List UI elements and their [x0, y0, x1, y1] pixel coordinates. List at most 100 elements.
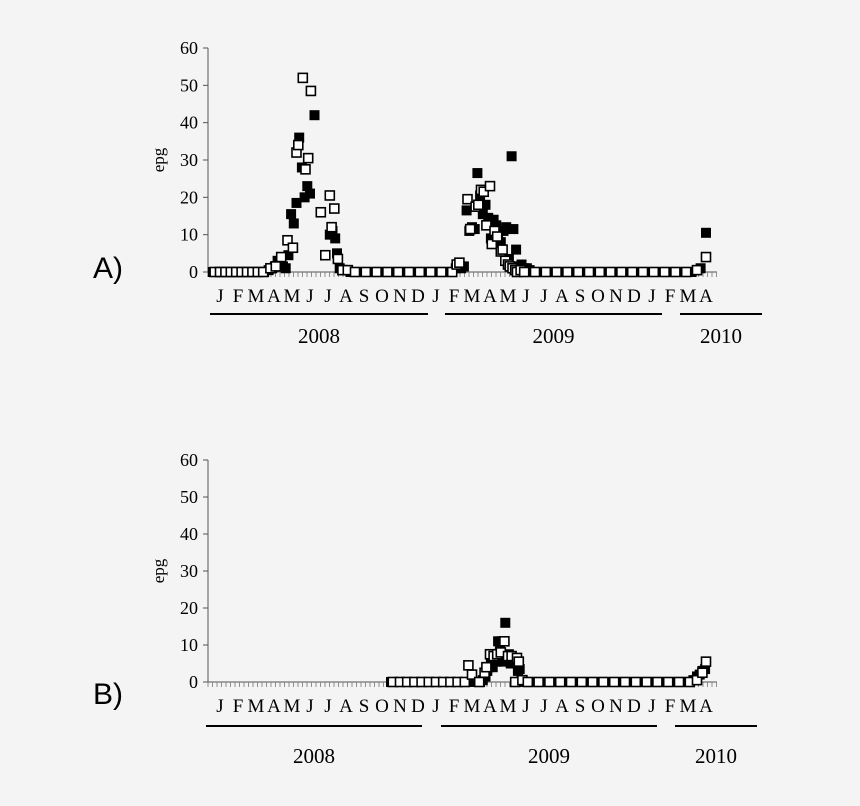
- month-label: F: [665, 696, 676, 717]
- data-point-open: [326, 221, 337, 233]
- month-label: S: [575, 696, 586, 717]
- month-label: D: [627, 286, 641, 307]
- data-point-open: [673, 676, 685, 688]
- y-tick-label: 20: [180, 187, 198, 207]
- data-point-open: [459, 676, 471, 688]
- year-label: 2008: [298, 324, 340, 348]
- month-label: A: [699, 696, 713, 717]
- data-point-open: [680, 266, 692, 278]
- y-tick-label: 10: [180, 635, 198, 655]
- data-point-open: [691, 264, 703, 276]
- data-point-open: [616, 266, 627, 278]
- data-point-open: [641, 676, 652, 688]
- month-label: M: [284, 696, 301, 717]
- data-point-open: [463, 660, 474, 671]
- data-point-open: [462, 193, 473, 205]
- month-label: O: [375, 696, 389, 717]
- data-point-open: [691, 674, 703, 686]
- data-point-open: [565, 676, 577, 688]
- data-point-open: [275, 251, 287, 263]
- month-label: S: [359, 286, 370, 307]
- data-point-open: [626, 266, 638, 278]
- data-point-open: [522, 676, 534, 688]
- data-point-open: [300, 164, 311, 175]
- month-label: J: [522, 286, 529, 307]
- month-label: A: [699, 286, 713, 307]
- data-point-open: [382, 266, 393, 278]
- month-label: J: [324, 696, 331, 717]
- month-label: F: [449, 286, 460, 307]
- y-tick-label: 60: [180, 38, 198, 58]
- month-label: M: [680, 696, 697, 717]
- data-point-open: [315, 206, 327, 218]
- month-label: M: [680, 286, 697, 307]
- month-label: F: [233, 696, 244, 717]
- data-point-filled: [330, 233, 341, 244]
- month-label: A: [339, 696, 353, 717]
- data-point-open: [583, 266, 595, 278]
- data-point-filled: [472, 168, 483, 179]
- data-point-open: [513, 656, 525, 667]
- month-label: J: [306, 286, 313, 307]
- month-label: O: [375, 286, 389, 307]
- data-point-open: [270, 261, 282, 272]
- data-point-open: [473, 676, 485, 688]
- month-label: J: [540, 696, 547, 717]
- data-point-open: [619, 676, 631, 688]
- month-label: M: [500, 696, 517, 717]
- y-axis-label: epg: [149, 147, 168, 172]
- month-label: J: [324, 286, 331, 307]
- data-point-open: [324, 190, 336, 201]
- data-point-open: [292, 139, 304, 151]
- data-point-open: [518, 266, 530, 278]
- month-label: A: [483, 286, 497, 307]
- data-point-open: [499, 635, 510, 647]
- data-point-open: [598, 676, 609, 688]
- y-tick-label: 40: [180, 113, 198, 133]
- data-point-filled: [511, 244, 522, 255]
- month-label: D: [411, 286, 425, 307]
- month-label: J: [648, 286, 655, 307]
- month-label: A: [555, 696, 569, 717]
- data-point-open: [371, 266, 382, 278]
- month-label: M: [500, 286, 517, 307]
- data-point-open: [360, 266, 372, 278]
- y-tick-label: 20: [180, 598, 198, 618]
- data-point-filled: [291, 197, 302, 208]
- data-point-open: [302, 152, 314, 164]
- data-point-open: [332, 253, 344, 265]
- data-point-open: [630, 676, 642, 688]
- y-axis-label: epg: [149, 558, 168, 583]
- month-label: J: [216, 286, 223, 307]
- data-point-open: [652, 676, 663, 688]
- data-point-open: [472, 199, 484, 211]
- data-point-open: [529, 266, 541, 278]
- data-point-open: [481, 661, 492, 673]
- data-point-open: [587, 676, 598, 688]
- year-label: 2008: [293, 744, 335, 768]
- data-point-open: [481, 220, 492, 231]
- month-label: N: [393, 696, 407, 717]
- data-point-open: [637, 266, 649, 278]
- y-tick-label: 40: [180, 524, 198, 544]
- data-point-open: [454, 257, 465, 268]
- month-label: M: [248, 286, 265, 307]
- data-point-open: [562, 266, 573, 278]
- month-label: F: [665, 286, 676, 307]
- month-label: J: [306, 696, 313, 717]
- month-label: O: [591, 286, 605, 307]
- year-label: 2009: [528, 744, 570, 768]
- y-tick-label: 30: [180, 561, 198, 581]
- y-tick-label: 60: [180, 450, 198, 470]
- data-point-filled: [309, 110, 320, 121]
- data-point-open: [605, 266, 616, 278]
- month-label: M: [248, 696, 265, 717]
- data-point-open: [349, 266, 361, 278]
- data-point-open: [305, 85, 317, 97]
- data-point-open: [491, 231, 503, 242]
- data-point-filled: [288, 218, 299, 229]
- year-label: 2010: [700, 324, 742, 348]
- data-point-open: [551, 266, 562, 278]
- month-label: M: [284, 286, 301, 307]
